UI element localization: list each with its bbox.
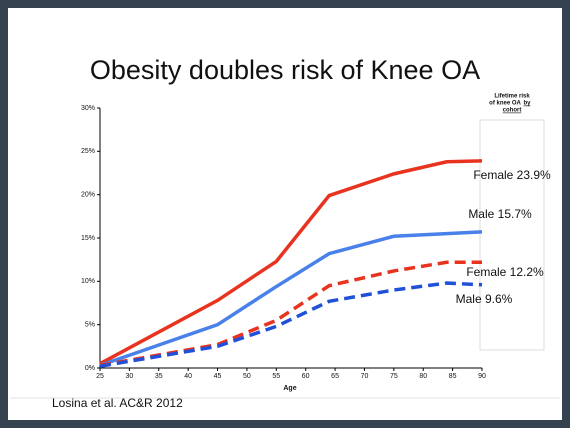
x-tick-label: 90 (478, 373, 486, 380)
y-tick-label: 30% (81, 105, 95, 112)
y-tick-label: 5% (85, 322, 95, 329)
y-tick-label: 20% (81, 192, 95, 199)
x-tick-label: 60 (302, 373, 310, 380)
x-tick-label: 40 (184, 373, 192, 380)
series-line (99, 159, 483, 366)
source: Losina et al. AC&R 2012 (52, 396, 183, 410)
x-tick-label: 80 (419, 373, 427, 380)
x-tick-label: 85 (449, 373, 457, 380)
x-tick-label: 55 (272, 373, 280, 380)
x-tick-label: 30 (125, 373, 133, 380)
annotation: Male 9.6% (456, 292, 513, 306)
x-tick-label: 50 (243, 373, 251, 380)
legend-title: cohort (503, 108, 522, 114)
y-tick-label: 15% (81, 235, 95, 242)
x-tick-label: 70 (361, 373, 369, 380)
series-line (99, 230, 483, 368)
annotation: Male 15.7% (468, 207, 532, 221)
x-tick-label: 65 (331, 373, 339, 380)
y-tick-label: 25% (81, 148, 95, 155)
annotation: Female 12.2% (466, 265, 544, 279)
y-tick-label: 0% (85, 365, 95, 372)
chart-title: Obesity doubles risk of Knee OA (90, 55, 480, 85)
x-tick-label: 75 (390, 373, 398, 380)
legend-title: Lifetime risk (494, 94, 530, 100)
annotation: Female 23.9% (473, 168, 551, 182)
legend-title: of knee OA (489, 101, 521, 107)
legend-box (479, 119, 545, 351)
y-tick-label: 10% (81, 278, 95, 285)
x-axis-label: Age (283, 385, 296, 392)
x-tick-label: 45 (214, 373, 222, 380)
legend-title: by (523, 101, 531, 107)
x-tick-label: 25 (96, 373, 104, 380)
series-line (99, 281, 483, 368)
x-tick-label: 35 (155, 373, 163, 380)
